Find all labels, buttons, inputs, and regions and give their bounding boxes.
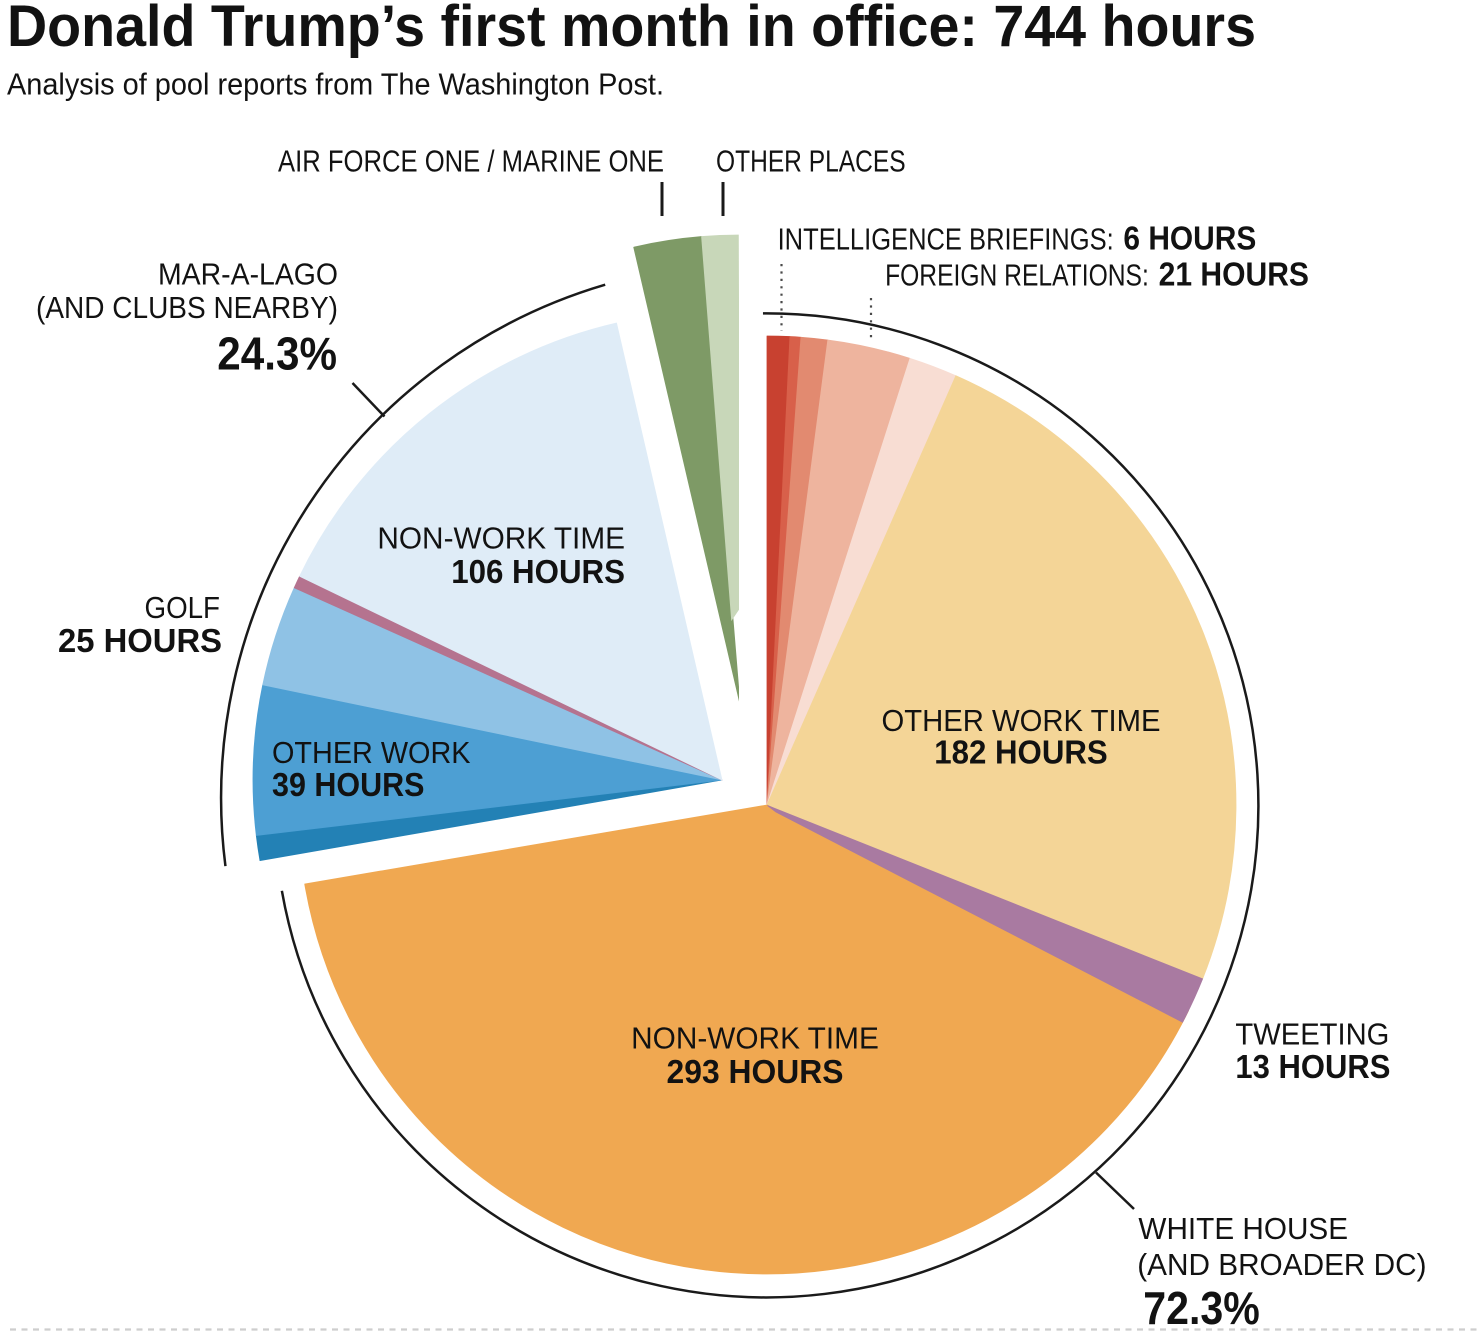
svg-text:NON-WORK TIME: NON-WORK TIME xyxy=(631,1021,879,1056)
svg-text:182 HOURS: 182 HOURS xyxy=(934,734,1108,771)
svg-text:FOREIGN RELATIONS:: FOREIGN RELATIONS: xyxy=(885,257,1149,292)
svg-text:(AND BROADER DC): (AND BROADER DC) xyxy=(1137,1247,1426,1282)
svg-text:TWEETING: TWEETING xyxy=(1235,1017,1389,1052)
svg-text:Donald Trump’s first month in: Donald Trump’s first month in office: 74… xyxy=(7,0,1256,59)
svg-text:293 HOURS: 293 HOURS xyxy=(667,1053,844,1090)
svg-text:OTHER WORK TIME: OTHER WORK TIME xyxy=(882,703,1161,738)
svg-text:6 HOURS: 6 HOURS xyxy=(1123,220,1256,257)
svg-text:MAR-A-LAGO: MAR-A-LAGO xyxy=(158,257,338,292)
svg-text:(AND CLUBS NEARBY): (AND CLUBS NEARBY) xyxy=(36,290,338,325)
svg-text:WHITE HOUSE: WHITE HOUSE xyxy=(1138,1211,1348,1246)
svg-text:Analysis of pool reports from: Analysis of pool reports from The Washin… xyxy=(7,67,664,102)
svg-text:21 HOURS: 21 HOURS xyxy=(1159,255,1309,292)
svg-text:NON-WORK TIME: NON-WORK TIME xyxy=(377,521,625,556)
svg-text:24.3%: 24.3% xyxy=(217,328,337,380)
svg-text:AIR FORCE ONE / MARINE ONE: AIR FORCE ONE / MARINE ONE xyxy=(278,144,664,179)
svg-text:106 HOURS: 106 HOURS xyxy=(451,553,625,590)
svg-text:39 HOURS: 39 HOURS xyxy=(272,766,425,803)
svg-text:72.3%: 72.3% xyxy=(1143,1282,1260,1333)
svg-text:INTELLIGENCE BRIEFINGS:: INTELLIGENCE BRIEFINGS: xyxy=(778,222,1114,257)
svg-text:GOLF: GOLF xyxy=(145,590,221,625)
svg-text:25 HOURS: 25 HOURS xyxy=(58,622,222,659)
svg-text:OTHER PLACES: OTHER PLACES xyxy=(716,144,906,179)
svg-text:OTHER WORK: OTHER WORK xyxy=(272,735,471,770)
svg-text:13 HOURS: 13 HOURS xyxy=(1235,1048,1390,1085)
